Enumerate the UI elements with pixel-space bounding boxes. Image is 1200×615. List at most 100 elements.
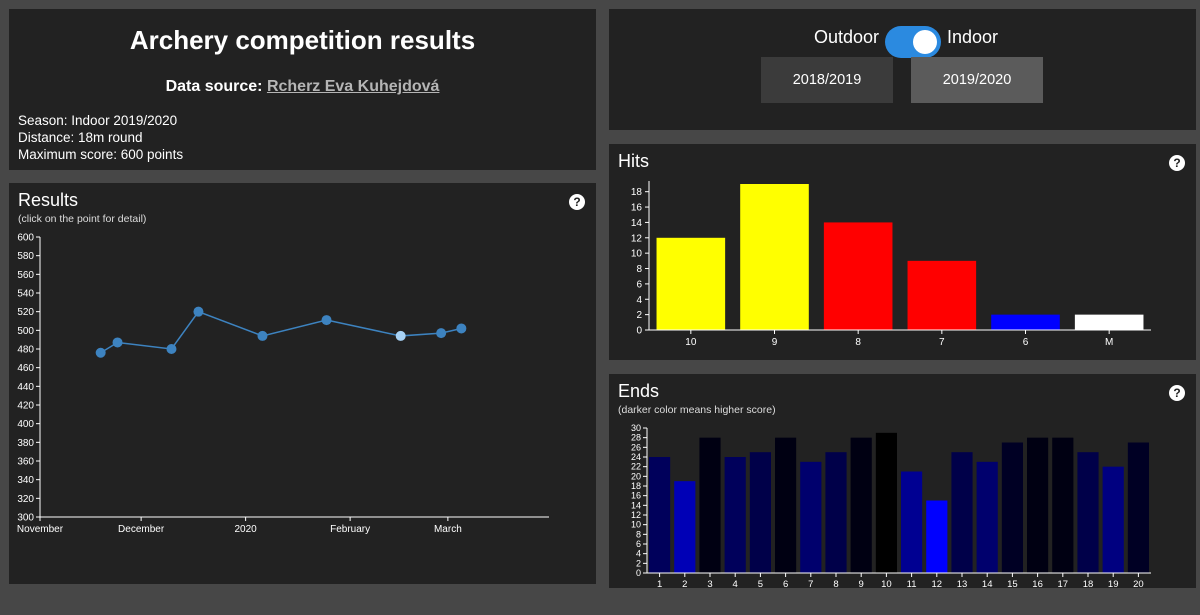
results-point[interactable]	[193, 306, 204, 317]
results-point[interactable]	[95, 347, 106, 358]
results-y-tick-label: 500	[17, 326, 34, 337]
ends-y-tick-label: 2	[636, 558, 641, 568]
hits-bar	[740, 184, 809, 330]
results-y-tick-label: 520	[17, 307, 34, 318]
results-x-tick-label: March	[434, 524, 462, 535]
hits-x-tick-label: 6	[1023, 337, 1029, 348]
hits-y-tick-label: 12	[631, 233, 643, 244]
results-y-tick-label: 320	[17, 494, 34, 505]
results-x-tick-label: December	[118, 524, 165, 535]
hits-y-tick-label: 0	[636, 326, 642, 337]
results-subtitle: (click on the point for detail)	[18, 213, 147, 225]
results-y-tick-label: 560	[17, 270, 34, 281]
hits-x-tick-label: 8	[855, 337, 861, 348]
results-y-tick-label: 420	[17, 401, 34, 412]
help-icon[interactable]: ?	[569, 194, 585, 210]
data-source-label: Data source:	[165, 78, 263, 95]
ends-bar	[976, 461, 998, 573]
ends-x-tick-label: 3	[707, 579, 712, 588]
hits-panel: Hits ? 0 2 4 6 8 10 12 14 16 18 10 9 8 7 6 M	[609, 144, 1196, 360]
results-y-tick-label: 380	[17, 438, 34, 449]
hits-y-tick-label: 6	[636, 279, 642, 290]
results-y-tick-label: 400	[17, 419, 34, 430]
hits-y-tick-label: 8	[636, 264, 642, 275]
ends-bar	[674, 481, 696, 573]
ends-x-tick-label: 14	[982, 579, 993, 588]
ends-y-tick-label: 18	[631, 481, 641, 491]
results-chart: 300 320 340 360 380 400 420 440 460 480 500 520 540 5…	[17, 233, 549, 535]
results-y-tick-label: 460	[17, 363, 34, 374]
ends-x-tick-label: 16	[1032, 579, 1043, 588]
ends-x-tick-label: 10	[881, 579, 892, 588]
results-point[interactable]	[257, 330, 268, 341]
ends-panel: Ends (darker color means higher score) ?…	[609, 374, 1196, 588]
ends-y-tick-label: 22	[631, 462, 641, 472]
ends-y-tick-label: 24	[631, 452, 641, 462]
results-point[interactable]	[112, 337, 123, 348]
ends-bar	[1102, 466, 1124, 573]
ends-y-tick-label: 26	[631, 442, 641, 452]
ends-subtitle: (darker color means higher score)	[618, 404, 776, 416]
ends-x-tick-label: 12	[932, 579, 943, 588]
results-title: Results	[18, 190, 79, 210]
hits-bar	[1074, 314, 1144, 330]
hits-x-tick-label: 9	[772, 337, 778, 348]
ends-x-tick-label: 20	[1133, 579, 1144, 588]
max-score-text: Maximum score: 600 points	[18, 147, 184, 162]
ends-bar	[875, 432, 897, 573]
results-y-tick-label: 600	[17, 233, 34, 244]
ends-x-tick-label: 8	[833, 579, 838, 588]
ends-bar	[724, 457, 746, 573]
results-y-tick-label: 360	[17, 457, 34, 468]
data-source: Data source: Rcherz Eva Kuhejdová	[9, 78, 596, 96]
results-x-tick-label: February	[330, 524, 370, 535]
results-y-tick-label: 580	[17, 251, 34, 262]
ends-bar	[1052, 437, 1074, 573]
results-point[interactable]	[166, 344, 177, 354]
ends-bar	[926, 500, 948, 573]
ends-y-tick-label: 28	[631, 433, 641, 443]
results-point[interactable]	[395, 330, 406, 341]
ends-bar	[1127, 442, 1149, 573]
ends-x-tick-label: 13	[957, 579, 968, 588]
ends-x-tick-label: 9	[859, 579, 864, 588]
data-source-link[interactable]: Rcherz Eva Kuhejdová	[266, 78, 440, 95]
ends-title: Ends	[618, 381, 660, 401]
results-x-tick-label: November	[17, 524, 64, 535]
outdoor-indoor-switch[interactable]	[885, 26, 941, 58]
hits-x-tick-label: M	[1105, 337, 1113, 348]
ends-x-tick-label: 17	[1058, 579, 1069, 588]
hits-bar	[907, 260, 977, 330]
help-icon[interactable]: ?	[1169, 385, 1185, 401]
switch-knob	[913, 30, 937, 54]
outdoor-indoor-toggle-row: Outdoor Indoor	[609, 19, 1196, 58]
ends-bar	[1077, 452, 1099, 573]
results-y-tick-label: 540	[17, 289, 34, 300]
results-point[interactable]	[321, 315, 332, 326]
ends-y-tick-label: 12	[631, 510, 641, 520]
ends-bar	[825, 452, 847, 573]
results-point[interactable]	[436, 328, 447, 339]
help-icon[interactable]: ?	[1169, 155, 1185, 171]
ends-y-tick-label: 30	[631, 423, 641, 433]
ends-bar	[951, 452, 973, 573]
ends-bar	[775, 437, 797, 573]
ends-bar	[901, 471, 923, 573]
results-point[interactable]	[456, 323, 467, 334]
results-y-tick-label: 440	[17, 382, 34, 393]
ends-y-tick-label: 20	[631, 471, 641, 481]
ends-bar	[749, 452, 771, 573]
hits-chart: 0 2 4 6 8 10 12 14 16 18 10 9 8 7 6 M	[631, 181, 1151, 348]
ends-x-tick-label: 19	[1108, 579, 1119, 588]
season-button-2019-2020[interactable]: 2019/2020	[911, 57, 1043, 103]
hits-y-tick-label: 10	[631, 249, 643, 260]
info-panel: Archery competition results Data source:…	[9, 9, 596, 170]
ends-y-tick-label: 0	[636, 568, 641, 578]
hits-bar	[991, 314, 1060, 330]
season-button-2018-2019[interactable]: 2018/2019	[761, 57, 893, 103]
competition-meta: Season: Indoor 2019/2020 Distance: 18m r…	[18, 112, 183, 163]
distance-text: Distance: 18m round	[18, 130, 143, 145]
ends-x-tick-label: 6	[783, 579, 788, 588]
hits-bar	[823, 222, 893, 330]
hits-title: Hits	[618, 151, 649, 171]
